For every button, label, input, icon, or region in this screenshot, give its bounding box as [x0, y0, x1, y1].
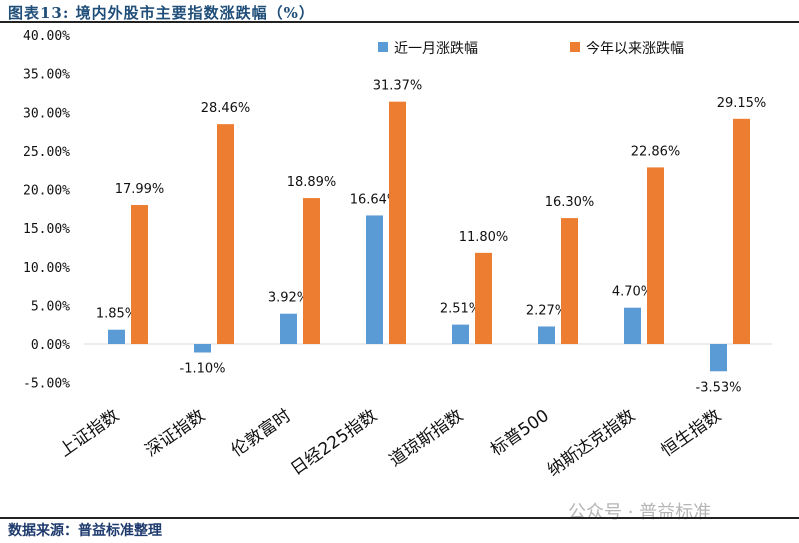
source-note: 数据来源：普益标准整理: [8, 523, 162, 539]
x-tick-label: 深证指数: [142, 406, 209, 461]
x-tick-label: 纳斯达克指数: [544, 406, 639, 481]
y-tick-label: 20.00%: [23, 184, 70, 199]
x-tick-label: 道琼斯指数: [386, 406, 467, 471]
y-tick-label: 15.00%: [23, 222, 70, 237]
data-label: 16.64%: [350, 192, 400, 207]
legend-swatch: [378, 42, 388, 52]
bar-ytd: [733, 118, 750, 344]
y-tick-label: 25.00%: [23, 145, 70, 160]
data-label: 18.89%: [287, 175, 337, 190]
data-label: 2.51%: [440, 302, 481, 317]
data-label: -1.10%: [180, 361, 226, 376]
bar-ytd: [303, 198, 320, 344]
x-tick-label: 标普500: [487, 406, 553, 460]
top-rule: [0, 21, 799, 23]
bar-month: [194, 344, 211, 353]
legend-label: 近一月涨跌幅: [394, 41, 478, 57]
y-tick-label: 35.00%: [23, 68, 70, 83]
watermark: 公众号 · 普益标准: [568, 502, 712, 523]
legend-label: 今年以来涨跌幅: [586, 41, 684, 57]
data-label: 29.15%: [717, 96, 767, 111]
bar-ytd: [647, 167, 664, 344]
y-tick-label: 30.00%: [23, 106, 70, 121]
y-tick-label: 10.00%: [23, 261, 70, 276]
bottom-rule: [0, 517, 799, 519]
x-tick-label: 日经225指数: [287, 406, 381, 480]
data-label: 3.92%: [268, 291, 309, 306]
bar-month: [538, 326, 555, 344]
data-label: 16.30%: [545, 195, 595, 210]
bar-month: [108, 329, 125, 344]
y-tick-label: 5.00%: [31, 299, 70, 314]
bar-ytd: [475, 252, 492, 344]
y-tick-label: 40.00%: [23, 29, 70, 44]
bar-month: [624, 307, 641, 344]
data-label: 2.27%: [526, 303, 567, 318]
y-tick-label: -5.00%: [23, 377, 70, 392]
bar-month: [280, 313, 297, 344]
data-label: 17.99%: [115, 182, 165, 197]
legend-swatch: [570, 42, 580, 52]
bar-month: [366, 215, 383, 344]
data-label: 22.86%: [631, 144, 681, 159]
x-tick-label: 上证指数: [56, 406, 123, 461]
bar-ytd: [131, 205, 148, 344]
figure-title: 图表13: 境内外股市主要指数涨跌幅（%）: [8, 4, 315, 22]
y-tick-label: 0.00%: [31, 338, 70, 353]
data-label: -3.53%: [696, 380, 742, 395]
x-tick-label: 恒生指数: [658, 406, 725, 461]
bar-ytd: [389, 101, 406, 344]
bar-month: [452, 324, 469, 344]
data-label: 4.70%: [612, 285, 653, 300]
bar-ytd: [217, 124, 234, 344]
bar-ytd: [561, 218, 578, 344]
x-tick-label: 伦敦富时: [228, 406, 295, 461]
data-label: 11.80%: [459, 230, 509, 245]
data-label: 28.46%: [201, 101, 251, 116]
bar-month: [710, 344, 727, 372]
data-label: 1.85%: [96, 307, 137, 322]
data-label: 31.37%: [373, 79, 423, 94]
